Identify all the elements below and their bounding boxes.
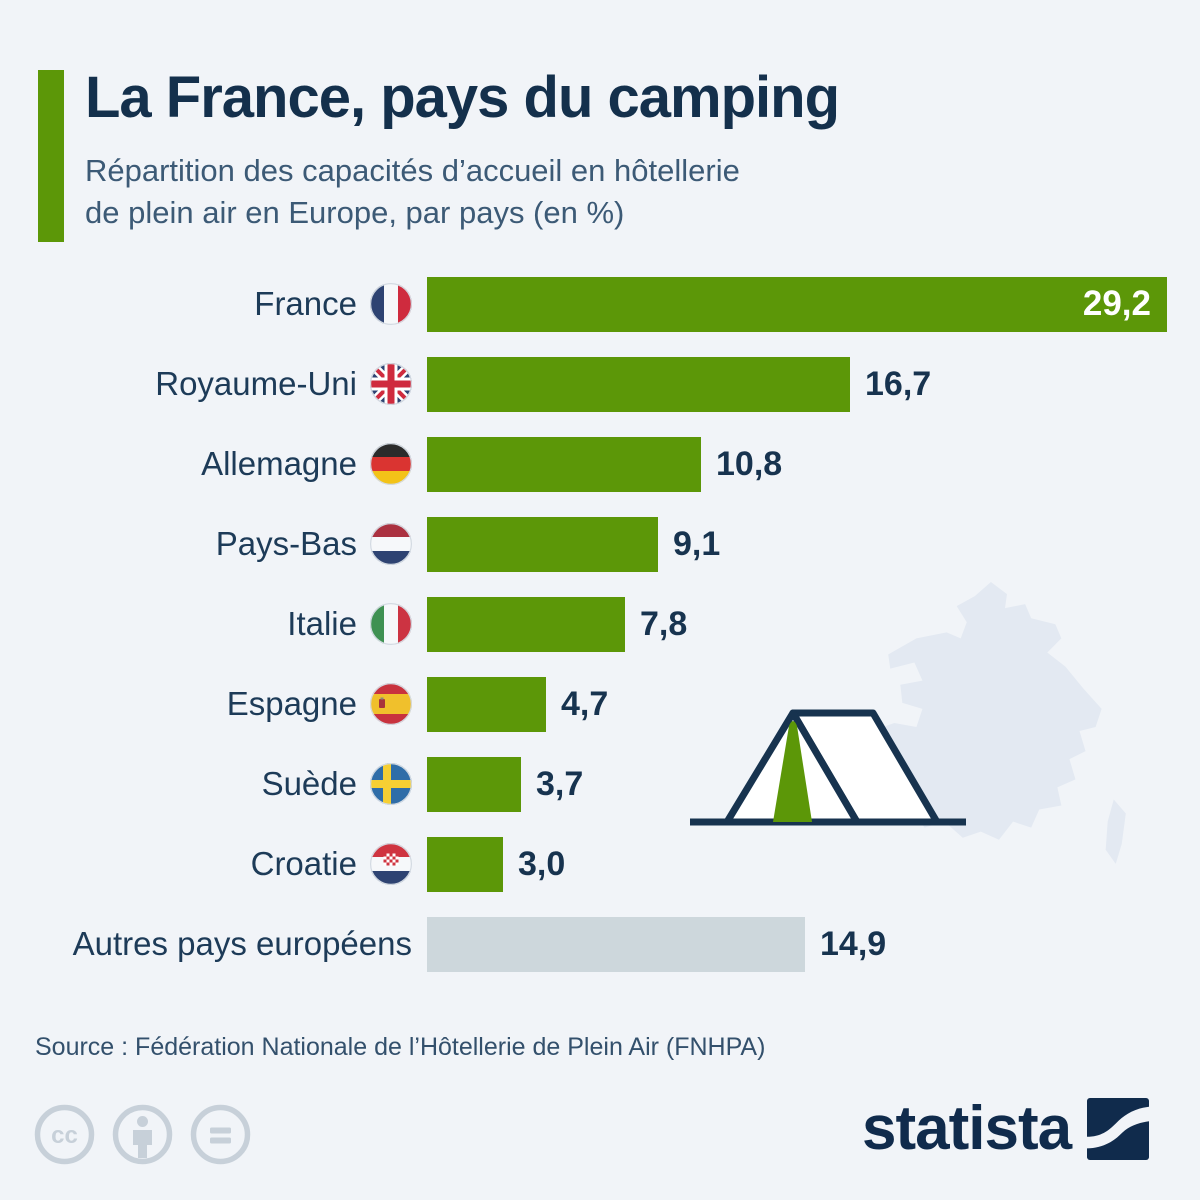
row-label-area: Autres pays européens [0,925,427,963]
value-label: 14,9 [820,924,887,963]
svg-text:cc: cc [51,1122,78,1149]
row-label-area: Croatie [0,843,427,885]
bar: 29,2 [427,276,1167,332]
france-flag-icon [370,283,412,325]
bar-row: Autres pays européens 14,9 [0,904,1200,984]
france-map-silhouette [872,582,1126,864]
no-derivatives-icon [190,1104,251,1165]
tent-icon [690,709,966,826]
source-note: Source : Fédération Nationale de l’Hôtel… [35,1033,766,1061]
bar-track: 4,7 [427,676,1200,732]
country-label: France [254,285,357,322]
bar-row: Pays-Bas 9,1 [0,504,1200,584]
subtitle-line-2: de plein air en Europe, par pays (en %) [85,194,625,230]
bar-row: Espagne 4,7 [0,664,1200,744]
bar [427,916,805,972]
bar-track: 16,7 [427,356,1200,412]
row-label-area: Italie [0,603,427,645]
bar-row: Allemagne 10,8 [0,424,1200,504]
statista-brand: statista [862,1094,1150,1164]
title-accent-bar [38,70,64,242]
bar [427,676,546,732]
bar-track: 14,9 [427,916,1200,972]
bar-track: 10,8 [427,436,1200,492]
country-label: Suède [261,765,357,802]
country-label: Italie [287,605,357,642]
bar [427,596,625,652]
bar-row: Croatie 3,0 [0,824,1200,904]
bar [427,516,658,572]
italy-flag-icon [370,603,412,645]
statista-logo-icon [1087,1098,1150,1160]
country-label: Croatie [250,845,357,882]
bar-row: Suède 3,7 [0,744,1200,824]
subtitle-line-1: Répartition des capacités d’accueil en h… [85,153,740,188]
cc-license-icons: cc [33,1103,252,1166]
attribution-icon [112,1104,173,1165]
country-label: Espagne [226,685,357,722]
country-label: Royaume-Uni [155,365,357,402]
bar-track: 7,8 [427,596,1200,652]
bar [427,836,503,892]
bar [427,756,521,812]
netherlands-flag-icon [370,523,412,565]
germany-flag-icon [370,443,412,485]
value-label: 9,1 [673,524,721,563]
row-label-area: Allemagne [0,443,427,485]
bar-track: 3,7 [427,756,1200,812]
page-title: La France, pays du camping [85,65,840,130]
bar-row: Royaume-Uni 16,7 [0,344,1200,424]
spain-flag-icon [370,683,412,725]
value-label: 3,0 [518,844,566,883]
cc-icon: cc [34,1104,95,1165]
bar-row: France 29,2 [0,264,1200,344]
value-label: 7,8 [640,604,688,643]
bar-track: 9,1 [427,516,1200,572]
uk-flag-icon [370,363,412,405]
page-subtitle: Répartition des capacités d’accueil en h… [85,150,740,234]
country-label: Pays-Bas [215,525,357,562]
value-label: 4,7 [561,684,609,723]
bar-track: 29,2 [427,276,1200,332]
statista-wordmark: statista [862,1094,1072,1163]
value-label: 10,8 [716,444,783,483]
croatia-flag-icon [370,843,412,885]
country-label: Autres pays européens [72,925,412,962]
row-label-area: Pays-Bas [0,523,427,565]
row-label-area: Suède [0,763,427,805]
bar-chart: France 29,2 Royaume-Uni [0,264,1200,984]
row-label-area: Royaume-Uni [0,363,427,405]
sweden-flag-icon [370,763,412,805]
bar-row: Italie 7,8 [0,584,1200,664]
bar [427,436,701,492]
country-label: Allemagne [201,445,357,482]
value-label: 16,7 [865,364,932,403]
row-label-area: Espagne [0,683,427,725]
row-label-area: France [0,283,427,325]
value-label: 3,7 [536,764,584,803]
bar [427,356,850,412]
bar-track: 3,0 [427,836,1200,892]
value-label: 29,2 [1082,284,1151,323]
